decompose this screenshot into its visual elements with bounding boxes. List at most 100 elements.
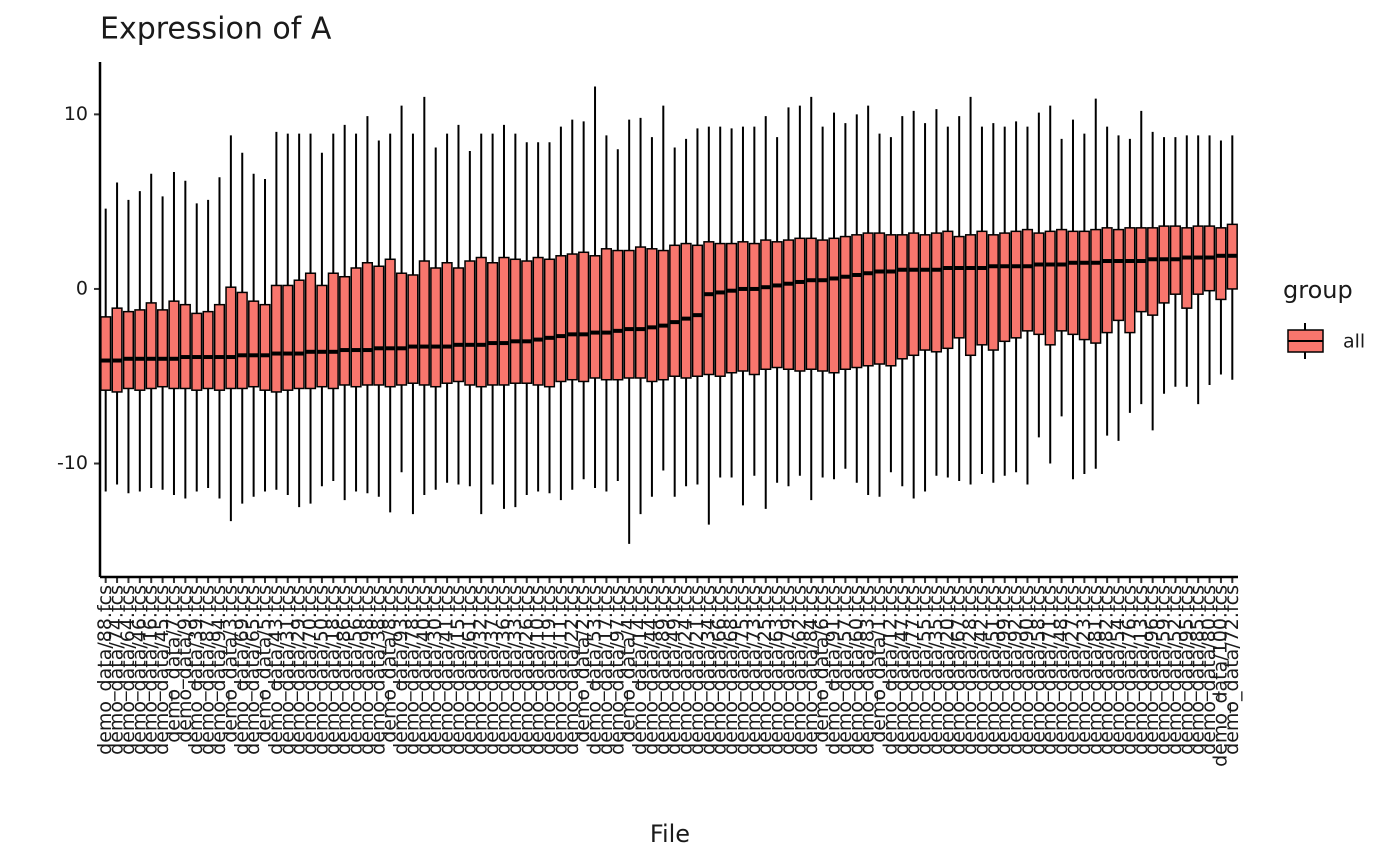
box — [999, 232, 1011, 343]
box — [1135, 227, 1147, 313]
box — [543, 258, 556, 388]
x-tick-label: demo_data/5.fcs — [254, 585, 276, 743]
x-tick-label: demo_data/69.fcs — [231, 585, 253, 755]
box — [521, 260, 533, 384]
x-tick-label: demo_data/47.fcs — [891, 585, 913, 755]
x-tick-label: demo_data/64.fcs — [117, 585, 139, 755]
box — [896, 234, 908, 360]
x-tick-label: demo_data/32.fcs — [470, 585, 492, 755]
box — [953, 235, 965, 339]
box — [589, 255, 601, 379]
box — [202, 310, 214, 390]
x-tick-label: demo_data/4.fcs — [618, 585, 640, 743]
box — [509, 258, 521, 384]
x-tick-label: demo_data/87.fcs — [197, 585, 219, 755]
x-tick-label: demo_data/22.fcs — [561, 585, 583, 755]
box — [1067, 230, 1079, 336]
x-tick-label: demo_data/99.fcs — [993, 585, 1015, 755]
box — [270, 284, 282, 393]
box — [487, 262, 499, 386]
x-tick-label: demo_data/44.fcs — [640, 585, 662, 755]
box — [657, 249, 669, 381]
x-tick-label: demo_data/49.fcs — [663, 585, 685, 755]
box — [1033, 232, 1045, 336]
x-tick-label: demo_data/3.fcs — [219, 585, 241, 743]
box — [908, 232, 920, 357]
x-tick-label: demo_data/54.fcs — [1107, 585, 1129, 755]
box — [1010, 230, 1022, 339]
x-tick-label: demo_data/66.fcs — [709, 585, 731, 755]
chart-title: Expression of A — [100, 12, 332, 47]
box — [851, 234, 863, 369]
box — [168, 300, 180, 390]
box — [873, 232, 886, 365]
box — [213, 303, 226, 391]
box — [145, 302, 157, 390]
x-tick-label: demo_data/59.fcs — [1153, 585, 1175, 755]
x-tick-label: demo_data/20.fcs — [936, 585, 958, 755]
x-tick-label: demo_data/82.fcs — [1096, 585, 1118, 755]
box — [930, 232, 943, 353]
box — [316, 284, 328, 388]
box — [987, 234, 999, 351]
box — [578, 251, 590, 383]
box — [1112, 228, 1125, 322]
x-tick-label: demo_data/1.fcs — [868, 585, 890, 743]
box — [1078, 230, 1090, 341]
x-tick-label: demo_data/40.fcs — [413, 585, 435, 755]
x-tick-label: demo_data/63.fcs — [766, 585, 788, 755]
x-tick-label: demo_data/52.fcs — [1164, 585, 1186, 755]
x-tick-label: demo_data/11.fcs — [549, 585, 571, 755]
x-tick-label: demo_data/60.fcs — [845, 585, 867, 755]
legend-label: all — [1343, 331, 1365, 353]
box — [1192, 225, 1204, 295]
x-tick-label: demo_data/19.fcs — [538, 585, 560, 755]
x-tick-label: demo_data/48.fcs — [1050, 585, 1072, 755]
box — [1215, 227, 1227, 301]
x-tick-label: demo_data/57.fcs — [834, 585, 856, 755]
x-tick-label: demo_data/29.fcs — [288, 585, 310, 755]
box — [430, 267, 442, 388]
x-tick-label: demo_data/6.fcs — [811, 585, 833, 743]
box — [634, 246, 647, 379]
x-tick-label: demo_data/95.fcs — [1175, 585, 1197, 755]
x-tick-label: demo_data/58.fcs — [1027, 585, 1049, 755]
x-tick-label: demo_data/41.fcs — [436, 585, 458, 755]
box — [1101, 227, 1113, 334]
x-tick-label: demo_data/96.fcs — [1141, 585, 1163, 755]
box — [919, 234, 931, 351]
box — [236, 291, 248, 390]
x-tick-label: demo_data/74.fcs — [106, 585, 128, 755]
box — [373, 265, 385, 386]
box — [612, 249, 624, 381]
x-axis-label: File — [650, 820, 690, 848]
box — [259, 303, 271, 391]
box — [418, 260, 430, 386]
x-tick-label: demo_data/45.fcs — [151, 585, 173, 755]
box — [646, 248, 658, 383]
x-tick-label: demo_data/77.fcs — [902, 585, 924, 755]
box — [726, 242, 738, 374]
x-tick-label: demo_data/43.fcs — [265, 585, 287, 755]
box — [293, 279, 305, 390]
box — [1124, 227, 1136, 334]
x-tick-label: demo_data/8.fcs — [379, 585, 401, 743]
x-tick-label: demo_data/91.fcs — [823, 585, 845, 755]
x-tick-label: demo_data/71.fcs — [1039, 585, 1061, 755]
x-tick-label: demo_data/88.fcs — [94, 585, 116, 755]
x-tick-label: demo_data/85.fcs — [1187, 585, 1209, 755]
box — [1090, 228, 1102, 344]
box — [225, 286, 237, 390]
box — [714, 242, 726, 377]
box — [282, 284, 294, 391]
box — [782, 239, 795, 371]
x-tick-label: demo_data/16.fcs — [140, 585, 162, 755]
x-tick-label: demo_data/28.fcs — [959, 585, 981, 755]
box — [669, 244, 681, 377]
box — [179, 303, 191, 390]
box — [760, 239, 772, 371]
x-tick-label: demo_data/7.fcs — [162, 585, 184, 743]
box — [566, 253, 578, 381]
x-tick-label: demo_data/2.fcs — [572, 585, 594, 743]
x-tick-label: demo_data/62.fcs — [788, 585, 810, 755]
